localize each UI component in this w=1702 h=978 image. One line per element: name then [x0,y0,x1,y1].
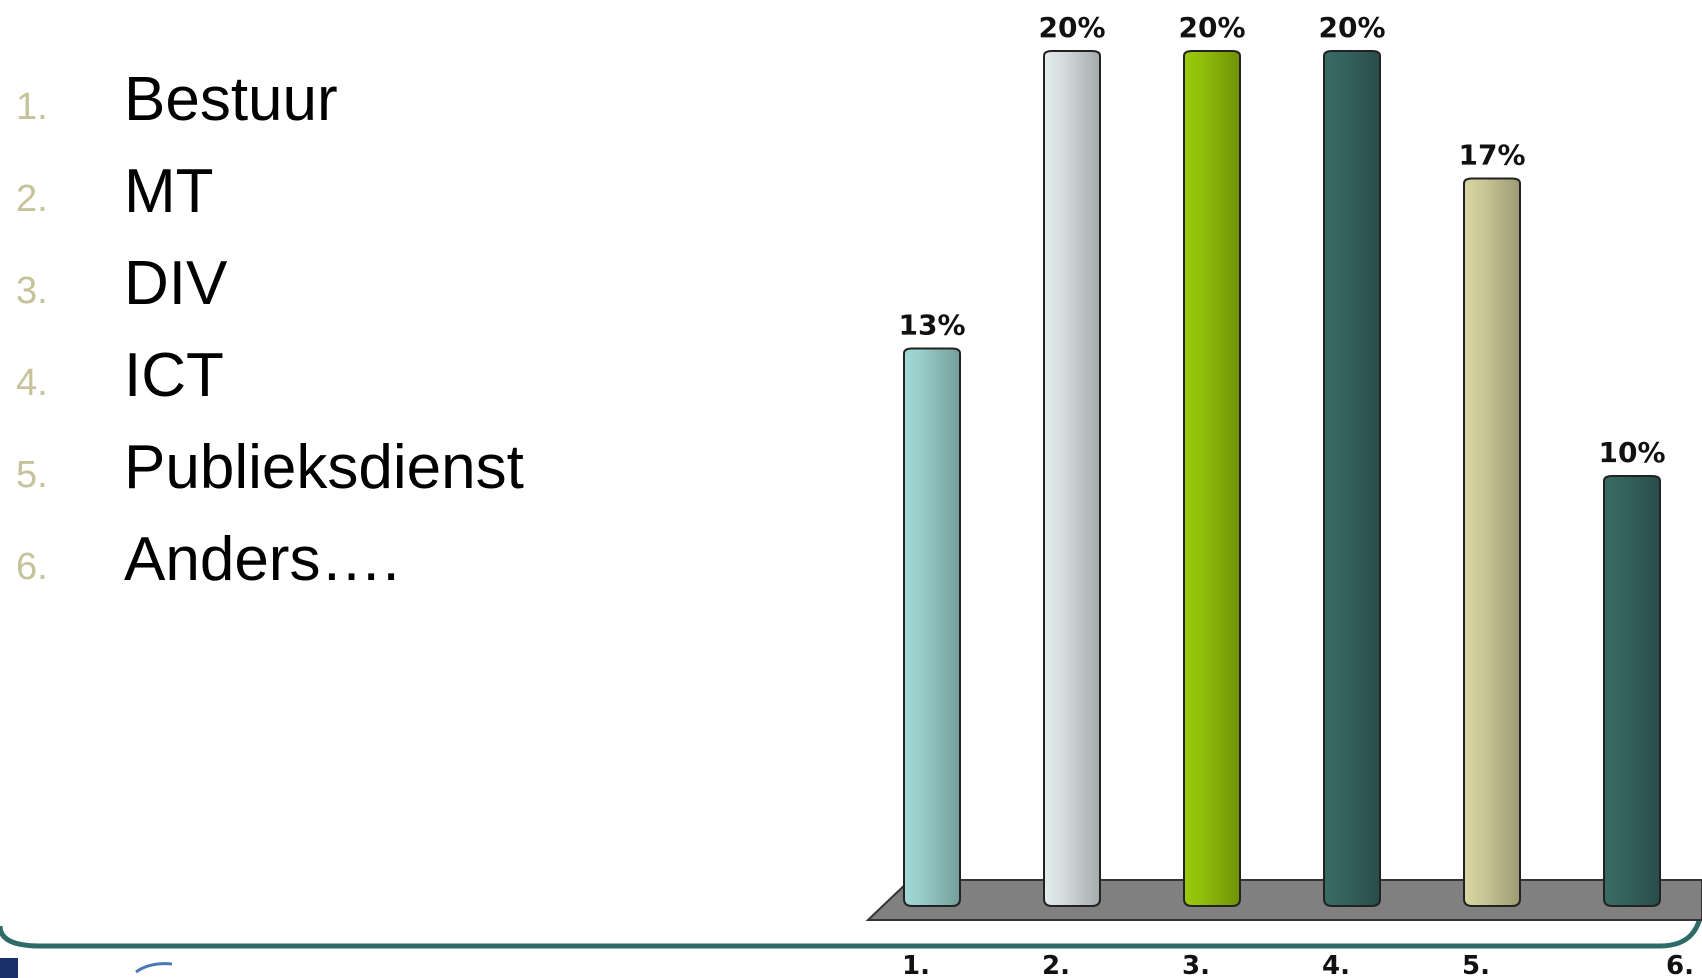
option-number: 3. [16,270,48,312]
value-label: 20% [1178,11,1245,44]
option-label: ICT [124,341,224,410]
option-number: 6. [16,546,48,588]
option-item: 4. ICT [0,334,600,426]
category-label: 2. [1042,951,1070,978]
answer-options-list: 1. Bestuur 2. MT 3. DIV 4. ICT 5. Publieksdienst 6… [0,58,600,610]
value-label: 17% [1458,139,1525,172]
option-label: Bestuur [124,65,338,134]
bar-3 [1183,50,1241,907]
category-label: 1. [902,951,930,978]
value-label: 20% [1038,11,1105,44]
option-item: 3. DIV [0,242,600,334]
option-label: DIV [124,249,228,318]
chart-floor [865,879,1702,921]
option-label: MT [124,157,214,226]
option-label: Anders…. [124,525,400,594]
value-label: 20% [1318,11,1385,44]
category-label: 3. [1182,951,1210,978]
option-item: 2. MT [0,150,600,242]
bar-4 [1323,50,1381,907]
category-label: 5. [1462,951,1490,978]
category-label: 6. [1666,951,1694,978]
option-number: 1. [16,86,48,128]
option-number: 5. [16,454,48,496]
option-label: Publieksdienst [124,433,524,502]
option-item: 1. Bestuur [0,58,600,150]
bar-2 [1043,50,1101,907]
option-number: 2. [16,178,48,220]
category-label: 4. [1322,951,1350,978]
logo-swoosh-fragment [135,962,173,974]
slide-frame-curve [0,899,1702,949]
value-label: 10% [1598,436,1665,469]
option-number: 4. [16,362,48,404]
option-item: 5. Publieksdienst [0,426,600,518]
value-label: 13% [898,309,965,342]
bar-1 [903,347,961,907]
bar-5 [1463,177,1521,907]
logo-fragment [0,958,18,978]
option-item: 6. Anders…. [0,518,600,610]
bar-6 [1603,475,1661,907]
